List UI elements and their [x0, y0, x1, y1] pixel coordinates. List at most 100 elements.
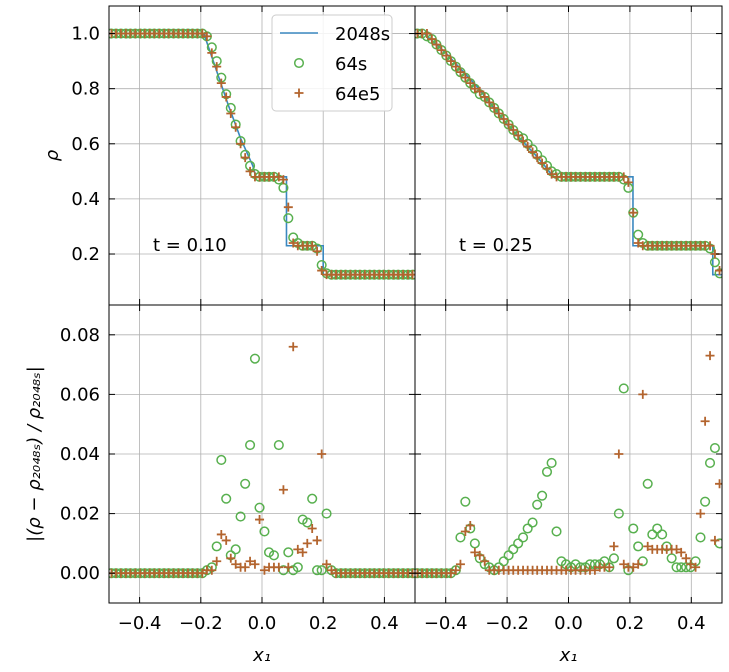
x-tick-label: −0.2	[485, 613, 529, 634]
marker-plus	[475, 550, 485, 560]
marker-circle	[245, 440, 256, 451]
marker-plus	[274, 562, 284, 572]
x-tick-label: 0.0	[248, 613, 277, 634]
marker-plus	[465, 521, 475, 531]
marker-plus	[322, 559, 332, 569]
legend-label: 2048s	[335, 24, 390, 45]
marker-plus	[532, 153, 542, 163]
marker-circle	[312, 565, 323, 576]
marker-plus	[422, 29, 432, 39]
marker-circle	[518, 532, 529, 543]
marker-circle	[216, 454, 227, 466]
marker-circle	[642, 478, 653, 489]
marker-plus	[700, 416, 710, 426]
x-tick-label: −0.4	[424, 613, 468, 634]
marker-circle	[283, 213, 294, 224]
marker-plus	[604, 562, 614, 572]
marker-plus	[494, 108, 504, 118]
marker-plus	[236, 139, 246, 149]
marker-plus	[307, 241, 317, 251]
marker-plus	[609, 541, 619, 551]
marker-plus	[628, 562, 638, 572]
marker-plus	[216, 529, 226, 539]
marker-circle	[628, 523, 639, 534]
marker-plus	[451, 565, 461, 575]
marker-circle	[292, 562, 303, 573]
marker-plus	[547, 169, 557, 179]
marker-plus	[451, 62, 461, 72]
marker-plus	[326, 565, 336, 575]
marker-plus	[480, 556, 490, 566]
marker-circle	[647, 529, 658, 540]
legend: 2048s 64s 64e5	[271, 14, 393, 112]
marker-circle	[469, 538, 480, 549]
marker-plus	[484, 97, 494, 107]
marker-circle	[508, 544, 519, 555]
marker-circle	[460, 496, 471, 507]
marker-plus	[293, 544, 303, 554]
x-tick-label: 0.2	[309, 613, 338, 634]
marker-circle	[613, 508, 624, 519]
marker-circle	[230, 544, 241, 555]
marker-plus	[672, 544, 682, 554]
marker-plus	[542, 164, 552, 174]
marker-circle	[700, 496, 711, 507]
marker-plus	[288, 238, 298, 248]
marker-circle	[551, 526, 562, 537]
marker-plus	[480, 92, 490, 102]
marker-circle	[316, 565, 327, 576]
marker-plus	[317, 449, 327, 459]
x-tick-label: −0.4	[118, 613, 162, 634]
marker-plus	[212, 62, 222, 72]
marker-circle	[666, 553, 677, 564]
legend-label: 64s	[335, 54, 367, 75]
marker-plus	[470, 84, 480, 94]
marker-circle	[676, 562, 687, 573]
marker-circle	[268, 550, 279, 561]
marker-plus	[455, 67, 465, 77]
plot-area	[415, 28, 722, 279]
marker-circle	[263, 547, 275, 558]
marker-circle	[633, 541, 644, 552]
marker-plus	[460, 73, 470, 83]
marker-circle	[695, 532, 706, 543]
y-axis-label: ρ	[42, 149, 63, 161]
legend-label: 64e5	[335, 84, 380, 105]
marker-plus	[686, 559, 696, 569]
y-tick-label: 0.2	[71, 244, 100, 265]
marker-circle	[273, 440, 284, 451]
x-axis-label: x₁	[559, 645, 578, 666]
x-tick-label: 0.2	[616, 613, 645, 634]
marker-plus	[288, 342, 298, 352]
plot-area	[415, 351, 722, 579]
marker-plus	[523, 142, 533, 152]
y-tick-label: 0.04	[60, 444, 100, 465]
marker-circle	[259, 526, 270, 537]
x-axis-label: x₁	[252, 645, 271, 666]
y-tick-label: 0.6	[71, 134, 100, 155]
marker-circle	[532, 499, 543, 510]
marker-plus	[216, 78, 226, 88]
marker-plus	[255, 515, 265, 525]
marker-plus	[489, 103, 499, 113]
marker-circle	[704, 457, 716, 468]
marker-circle	[709, 442, 720, 454]
marker-plus	[705, 351, 715, 361]
marker-plus	[633, 238, 643, 248]
marker-circle	[455, 532, 466, 543]
marker-plus	[691, 562, 701, 572]
legend-swatch	[293, 57, 305, 69]
marker-plus	[499, 114, 509, 124]
marker-plus	[431, 40, 441, 50]
marker-circle	[235, 511, 246, 522]
annotation: t = 0.10	[153, 235, 227, 256]
marker-plus	[619, 172, 629, 182]
marker-plus	[676, 547, 686, 557]
marker-plus	[508, 125, 518, 135]
marker-plus	[408, 270, 415, 280]
marker-plus	[715, 479, 722, 489]
marker-plus	[504, 119, 514, 129]
marker-plus	[250, 559, 260, 569]
